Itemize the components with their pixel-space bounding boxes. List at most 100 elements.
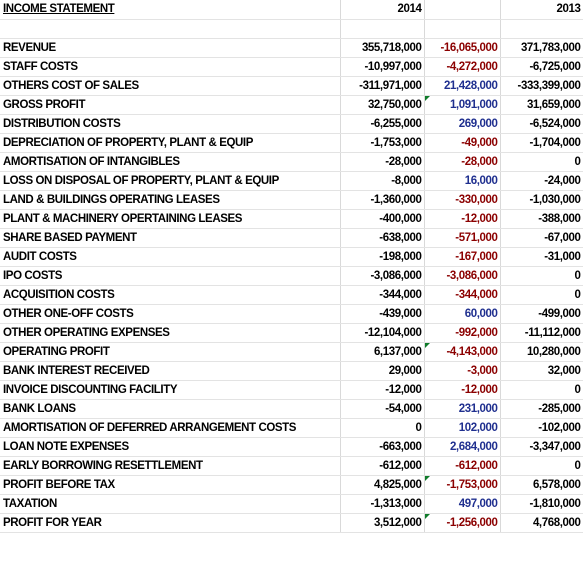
value-2013-cell[interactable]: -102,000 bbox=[500, 418, 583, 438]
row-label-cell[interactable]: LAND & BUILDINGS OPERATING LEASES bbox=[0, 190, 341, 210]
value-2014-cell[interactable]: 355,718,000 bbox=[340, 38, 425, 58]
title-cell[interactable]: INCOME STATEMENT bbox=[0, 0, 341, 20]
value-2013-cell[interactable]: -31,000 bbox=[500, 247, 583, 267]
variance-cell[interactable]: 60,000 bbox=[424, 304, 501, 324]
value-2014-cell[interactable]: 4,825,000 bbox=[340, 475, 425, 495]
variance-cell[interactable]: -571,000 bbox=[424, 228, 501, 248]
row-label-cell[interactable]: INVOICE DISCOUNTING FACILITY bbox=[0, 380, 341, 400]
row-label-cell[interactable]: EARLY BORROWING RESETTLEMENT bbox=[0, 456, 341, 476]
row-label-cell[interactable]: AUDIT COSTS bbox=[0, 247, 341, 267]
value-2014-cell[interactable]: -1,313,000 bbox=[340, 494, 425, 514]
value-2013-cell[interactable]: 0 bbox=[500, 380, 583, 400]
variance-cell[interactable]: 1,091,000 bbox=[424, 95, 501, 115]
value-2013-cell[interactable]: -6,725,000 bbox=[500, 57, 583, 77]
value-2014-cell[interactable]: -28,000 bbox=[340, 152, 425, 172]
variance-cell[interactable]: -28,000 bbox=[424, 152, 501, 172]
variance-cell[interactable]: 102,000 bbox=[424, 418, 501, 438]
value-2013-cell[interactable]: 4,768,000 bbox=[500, 513, 583, 533]
variance-cell[interactable]: -344,000 bbox=[424, 285, 501, 305]
variance-cell[interactable]: -16,065,000 bbox=[424, 38, 501, 58]
value-2014-cell[interactable]: -12,104,000 bbox=[340, 323, 425, 343]
row-label-cell[interactable]: BANK INTEREST RECEIVED bbox=[0, 361, 341, 381]
value-2013-cell[interactable]: 32,000 bbox=[500, 361, 583, 381]
value-2013-cell[interactable]: -11,112,000 bbox=[500, 323, 583, 343]
value-2014-cell[interactable]: 6,137,000 bbox=[340, 342, 425, 362]
year-2013-header[interactable]: 2013 bbox=[500, 0, 583, 20]
value-2013-cell[interactable]: -6,524,000 bbox=[500, 114, 583, 134]
variance-cell[interactable]: -612,000 bbox=[424, 456, 501, 476]
variance-cell[interactable]: 16,000 bbox=[424, 171, 501, 191]
value-2013-cell[interactable]: -1,030,000 bbox=[500, 190, 583, 210]
row-label-cell[interactable]: DEPRECIATION OF PROPERTY, PLANT & EQUIP bbox=[0, 133, 341, 153]
row-label-cell[interactable]: TAXATION bbox=[0, 494, 341, 514]
value-2013-cell[interactable]: 10,280,000 bbox=[500, 342, 583, 362]
value-2013-cell[interactable]: -24,000 bbox=[500, 171, 583, 191]
year-2014-header[interactable]: 2014 bbox=[340, 0, 425, 20]
value-2013-cell[interactable]: 0 bbox=[500, 285, 583, 305]
row-label-cell[interactable]: OTHER OPERATING EXPENSES bbox=[0, 323, 341, 343]
blank-cell[interactable] bbox=[500, 19, 583, 39]
value-2014-cell[interactable]: -400,000 bbox=[340, 209, 425, 229]
row-label-cell[interactable]: SHARE BASED PAYMENT bbox=[0, 228, 341, 248]
value-2013-cell[interactable]: 0 bbox=[500, 456, 583, 476]
value-2013-cell[interactable]: 0 bbox=[500, 152, 583, 172]
row-label-cell[interactable]: IPO COSTS bbox=[0, 266, 341, 286]
value-2013-cell[interactable]: -285,000 bbox=[500, 399, 583, 419]
value-2013-cell[interactable]: -3,347,000 bbox=[500, 437, 583, 457]
value-2013-cell[interactable]: 0 bbox=[500, 266, 583, 286]
variance-cell[interactable]: -3,086,000 bbox=[424, 266, 501, 286]
variance-cell[interactable]: 2,684,000 bbox=[424, 437, 501, 457]
variance-cell[interactable]: -12,000 bbox=[424, 380, 501, 400]
variance-cell[interactable]: 269,000 bbox=[424, 114, 501, 134]
blank-cell[interactable] bbox=[424, 19, 501, 39]
variance-cell[interactable]: -330,000 bbox=[424, 190, 501, 210]
value-2014-cell[interactable]: 29,000 bbox=[340, 361, 425, 381]
variance-cell[interactable]: 231,000 bbox=[424, 399, 501, 419]
row-label-cell[interactable]: OPERATING PROFIT bbox=[0, 342, 341, 362]
value-2013-cell[interactable]: -1,704,000 bbox=[500, 133, 583, 153]
value-2014-cell[interactable]: 3,512,000 bbox=[340, 513, 425, 533]
value-2013-cell[interactable]: 6,578,000 bbox=[500, 475, 583, 495]
row-label-cell[interactable]: DISTRIBUTION COSTS bbox=[0, 114, 341, 134]
value-2014-cell[interactable]: -8,000 bbox=[340, 171, 425, 191]
row-label-cell[interactable]: ACQUISITION COSTS bbox=[0, 285, 341, 305]
variance-cell[interactable]: -1,753,000 bbox=[424, 475, 501, 495]
value-2014-cell[interactable]: -439,000 bbox=[340, 304, 425, 324]
row-label-cell[interactable]: LOSS ON DISPOSAL OF PROPERTY, PLANT & EQ… bbox=[0, 171, 341, 191]
variance-header[interactable] bbox=[424, 0, 501, 20]
row-label-cell[interactable]: PROFIT BEFORE TAX bbox=[0, 475, 341, 495]
row-label-cell[interactable]: OTHERS COST OF SALES bbox=[0, 76, 341, 96]
row-label-cell[interactable]: OTHER ONE-OFF COSTS bbox=[0, 304, 341, 324]
blank-cell[interactable] bbox=[340, 19, 425, 39]
row-label-cell[interactable]: PROFIT FOR YEAR bbox=[0, 513, 341, 533]
value-2014-cell[interactable]: -1,753,000 bbox=[340, 133, 425, 153]
variance-cell[interactable]: -167,000 bbox=[424, 247, 501, 267]
value-2014-cell[interactable]: 0 bbox=[340, 418, 425, 438]
row-label-cell[interactable]: BANK LOANS bbox=[0, 399, 341, 419]
value-2013-cell[interactable]: -333,399,000 bbox=[500, 76, 583, 96]
value-2013-cell[interactable]: -67,000 bbox=[500, 228, 583, 248]
value-2014-cell[interactable]: -6,255,000 bbox=[340, 114, 425, 134]
row-label-cell[interactable]: AMORTISATION OF INTANGIBLES bbox=[0, 152, 341, 172]
value-2014-cell[interactable]: -612,000 bbox=[340, 456, 425, 476]
variance-cell[interactable]: -4,272,000 bbox=[424, 57, 501, 77]
value-2013-cell[interactable]: 31,659,000 bbox=[500, 95, 583, 115]
value-2014-cell[interactable]: -638,000 bbox=[340, 228, 425, 248]
value-2014-cell[interactable]: -10,997,000 bbox=[340, 57, 425, 77]
variance-cell[interactable]: -992,000 bbox=[424, 323, 501, 343]
value-2014-cell[interactable]: -1,360,000 bbox=[340, 190, 425, 210]
value-2014-cell[interactable]: -311,971,000 bbox=[340, 76, 425, 96]
value-2014-cell[interactable]: -54,000 bbox=[340, 399, 425, 419]
value-2014-cell[interactable]: -12,000 bbox=[340, 380, 425, 400]
row-label-cell[interactable]: PLANT & MACHINERY OPERTAINING LEASES bbox=[0, 209, 341, 229]
value-2014-cell[interactable]: -198,000 bbox=[340, 247, 425, 267]
blank-cell[interactable] bbox=[0, 19, 341, 39]
variance-cell[interactable]: -49,000 bbox=[424, 133, 501, 153]
row-label-cell[interactable]: LOAN NOTE EXPENSES bbox=[0, 437, 341, 457]
row-label-cell[interactable]: STAFF COSTS bbox=[0, 57, 341, 77]
row-label-cell[interactable]: REVENUE bbox=[0, 38, 341, 58]
value-2014-cell[interactable]: -344,000 bbox=[340, 285, 425, 305]
value-2014-cell[interactable]: -663,000 bbox=[340, 437, 425, 457]
variance-cell[interactable]: 21,428,000 bbox=[424, 76, 501, 96]
value-2013-cell[interactable]: -499,000 bbox=[500, 304, 583, 324]
